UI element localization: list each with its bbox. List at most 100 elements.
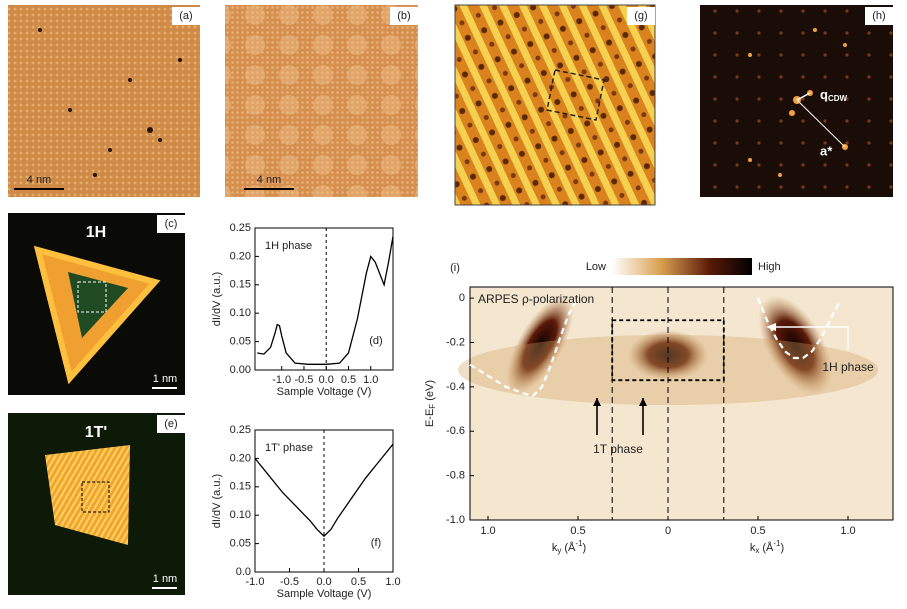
scale-label: 4 nm xyxy=(27,174,51,186)
annotation: 1T phase xyxy=(593,442,643,456)
unit-cell xyxy=(546,69,605,121)
y-tick-label: 0.20 xyxy=(230,452,251,464)
x-tick-label: -1.0 xyxy=(246,576,265,588)
label-bg xyxy=(157,415,185,433)
stm-image xyxy=(8,5,200,197)
panel-e: (e) 1T' 1 nm xyxy=(8,413,185,595)
annotation: 1H phase xyxy=(265,240,312,252)
y-tick-label: 0.15 xyxy=(230,279,251,291)
x-tick-label: 0.5 xyxy=(351,576,366,588)
panel-c: (c) 1H 1 nm xyxy=(8,213,185,395)
spectrum xyxy=(257,236,394,365)
panel-label: (a) xyxy=(179,10,192,22)
label-sub: F xyxy=(428,404,437,409)
annotation: 1H phase xyxy=(822,360,874,374)
label-sub: -1 xyxy=(773,539,781,548)
colorbar xyxy=(612,258,752,275)
q-label: qCDW xyxy=(820,87,848,103)
colorbar-low: Low xyxy=(586,261,606,273)
scale-label: 4 nm xyxy=(257,174,281,186)
label-sub: y xyxy=(557,546,561,555)
y-tick-label: -1.0 xyxy=(446,514,465,526)
y-tick-label: 0.15 xyxy=(230,481,251,493)
arrow-head xyxy=(766,323,776,331)
panel-a: (a) 4 nm xyxy=(8,5,200,197)
island xyxy=(45,445,130,545)
label-part: E-E xyxy=(424,409,436,427)
cdw-overlay xyxy=(225,5,418,197)
x-tick-label: 1.0 xyxy=(480,525,495,537)
label-part: k xyxy=(552,542,558,554)
panel-label: (g) xyxy=(634,10,647,22)
phase-label: 1H xyxy=(86,224,106,241)
x-axis-label: Sample Voltage (V) xyxy=(277,588,372,600)
title: ARPES ρ-polarization xyxy=(478,292,594,306)
axis-label: kx (Å-1) xyxy=(750,539,784,555)
q: q xyxy=(820,87,828,102)
label-bg xyxy=(172,7,200,25)
panel-label: (f) xyxy=(371,537,381,549)
label-part: (eV) xyxy=(424,380,436,404)
axis-label: ky (Å-1) xyxy=(552,539,586,555)
y-tick-label: 0.25 xyxy=(230,222,251,234)
x-tick-label: 0.0 xyxy=(316,576,331,588)
x-tick-label: 0.5 xyxy=(570,525,585,537)
y-axis-label: dI/dV (a.u.) xyxy=(211,474,223,528)
stm-image xyxy=(455,5,655,205)
label-part: k xyxy=(750,542,756,554)
label-part: ) xyxy=(583,542,587,554)
arpes-image xyxy=(458,287,893,520)
defects xyxy=(38,28,182,177)
label-sub: -1 xyxy=(575,539,583,548)
annotation: 1T' phase xyxy=(265,442,313,454)
marker-box xyxy=(81,481,110,513)
x-tick-label: -1.0 xyxy=(272,374,291,386)
panel-h: qCDW a* (h) xyxy=(700,5,893,197)
a-star-label: a* xyxy=(820,143,833,158)
label-bg xyxy=(361,534,391,552)
marker-box xyxy=(77,281,107,313)
y-tick-label: 0.05 xyxy=(230,538,251,550)
plot-frame xyxy=(469,286,894,521)
scale-label: 1 nm xyxy=(153,573,177,585)
x-tick-label: 0.5 xyxy=(341,374,356,386)
x-tick-label: 0.5 xyxy=(750,525,765,537)
y-tick-label: -0.6 xyxy=(446,425,465,437)
panel-label: (b) xyxy=(397,10,410,22)
band xyxy=(506,296,574,394)
y-tick-label: 0.05 xyxy=(230,336,251,348)
panel-label: (d) xyxy=(369,335,382,347)
arrow-head xyxy=(639,398,647,406)
label-part: (Å xyxy=(561,541,576,554)
x-tick-label: 1.0 xyxy=(840,525,855,537)
x-tick-label: 1.0 xyxy=(385,576,400,588)
label-bg xyxy=(865,7,893,25)
x-tick-label: 0 xyxy=(665,525,671,537)
arrow-head xyxy=(593,398,601,406)
q-sub: CDW xyxy=(828,94,848,103)
band-fit xyxy=(469,297,579,397)
x-tick-label: 0.0 xyxy=(319,374,334,386)
phase-label: 1T' xyxy=(85,424,107,441)
colorbar-high: High xyxy=(758,261,781,273)
x-tick-label: 1.0 xyxy=(363,374,378,386)
scale-label: 1 nm xyxy=(153,373,177,385)
panel-label: (e) xyxy=(164,418,177,430)
spectrum xyxy=(254,443,394,538)
y-axis-label: dI/dV (a.u.) xyxy=(211,272,223,326)
y-tick-label: 0 xyxy=(459,292,465,304)
x-tick-label: -0.5 xyxy=(280,576,299,588)
y-tick-label: -0.4 xyxy=(446,381,465,393)
y-tick-label: 0.25 xyxy=(230,424,251,436)
label-part: ) xyxy=(781,542,785,554)
a-star-vector xyxy=(796,99,846,148)
label-sub: x xyxy=(755,546,759,555)
island-center xyxy=(68,272,128,338)
y-tick-label: -0.2 xyxy=(446,336,465,348)
y-tick-label: 0.10 xyxy=(230,307,251,319)
axis-label: E-EF (eV) xyxy=(424,380,437,427)
label-bg xyxy=(390,7,418,25)
panel-g: (g) xyxy=(454,4,656,206)
x-axis-label: Sample Voltage (V) xyxy=(277,386,372,398)
